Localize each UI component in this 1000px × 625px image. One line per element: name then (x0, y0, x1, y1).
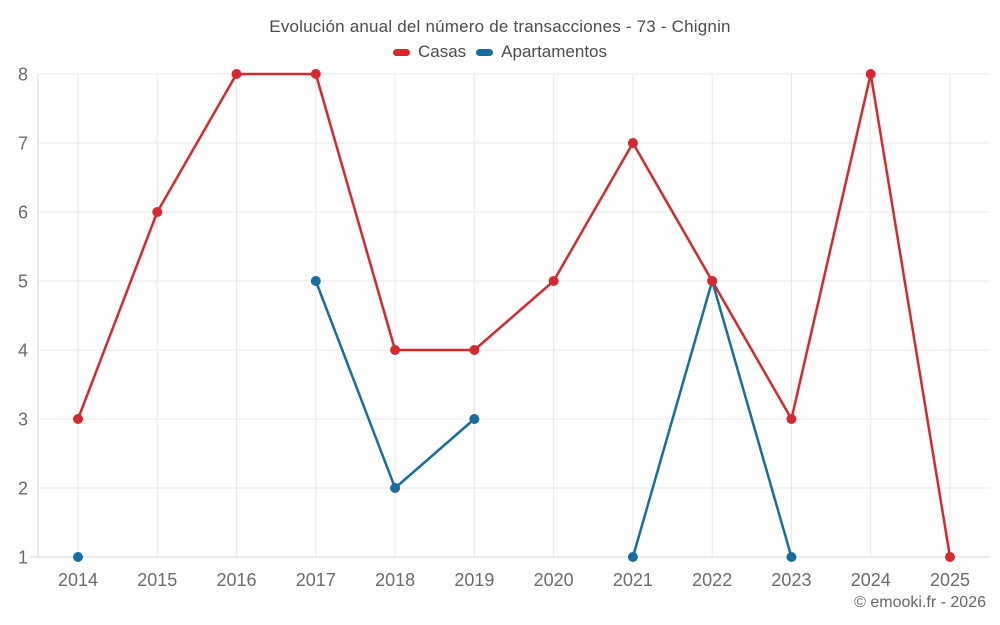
data-point-apartamentos[interactable] (73, 552, 83, 562)
x-tick-label: 2014 (58, 570, 98, 590)
data-point-casas[interactable] (627, 138, 638, 148)
y-tick-label: 7 (18, 134, 28, 154)
y-tick-label: 3 (18, 410, 28, 430)
data-point-casas[interactable] (865, 69, 876, 79)
data-point-casas[interactable] (786, 414, 797, 424)
y-tick-label: 6 (18, 203, 28, 223)
data-point-apartamentos[interactable] (390, 483, 401, 493)
chart-title: Evolución anual del número de transaccio… (269, 17, 731, 36)
x-tick-label: 2023 (771, 570, 811, 590)
x-tick-label: 2015 (137, 570, 177, 590)
data-point-apartamentos[interactable] (786, 552, 797, 562)
series-line-casas (76, 72, 952, 559)
watermark: © emooki.fr - 2026 (854, 594, 986, 611)
data-point-casas[interactable] (231, 69, 242, 79)
legend-item-apartamentos[interactable]: Apartamentos (476, 42, 607, 62)
y-tick-label: 5 (18, 272, 28, 292)
x-tick-label: 2022 (692, 570, 732, 590)
x-tick-label: 2017 (296, 570, 336, 590)
data-point-casas[interactable] (945, 552, 955, 562)
legend: Casas Apartamentos (0, 41, 1000, 63)
legend-label-apartamentos: Apartamentos (501, 42, 608, 61)
legend-item-casas[interactable]: Casas (392, 42, 467, 62)
legend-marker-casas-icon (392, 48, 410, 56)
x-tick-label: 2020 (534, 570, 574, 590)
legend-marker-apartamentos-icon (476, 48, 494, 56)
y-tick-label: 2 (18, 479, 28, 499)
data-point-casas[interactable] (310, 69, 321, 79)
data-point-casas[interactable] (469, 345, 480, 355)
x-tick-label: 2021 (613, 570, 653, 590)
legend-label-casas: Casas (417, 42, 467, 61)
data-point-casas[interactable] (707, 276, 718, 286)
x-tick-label: 2016 (217, 570, 257, 590)
x-tick-label: 2019 (454, 570, 494, 590)
x-tick-label: 2025 (930, 570, 970, 590)
x-tick-label: 2024 (851, 570, 891, 590)
data-point-casas[interactable] (73, 414, 83, 424)
data-point-casas[interactable] (390, 345, 401, 355)
x-tick-label: 2018 (375, 570, 415, 590)
data-point-apartamentos[interactable] (469, 414, 480, 424)
data-point-casas[interactable] (152, 207, 163, 217)
data-point-apartamentos[interactable] (627, 552, 638, 562)
data-point-casas[interactable] (548, 276, 559, 286)
y-tick-label: 1 (18, 548, 28, 568)
y-tick-label: 4 (18, 341, 28, 361)
y-tick-label: 8 (18, 65, 28, 85)
data-point-apartamentos[interactable] (310, 276, 321, 286)
